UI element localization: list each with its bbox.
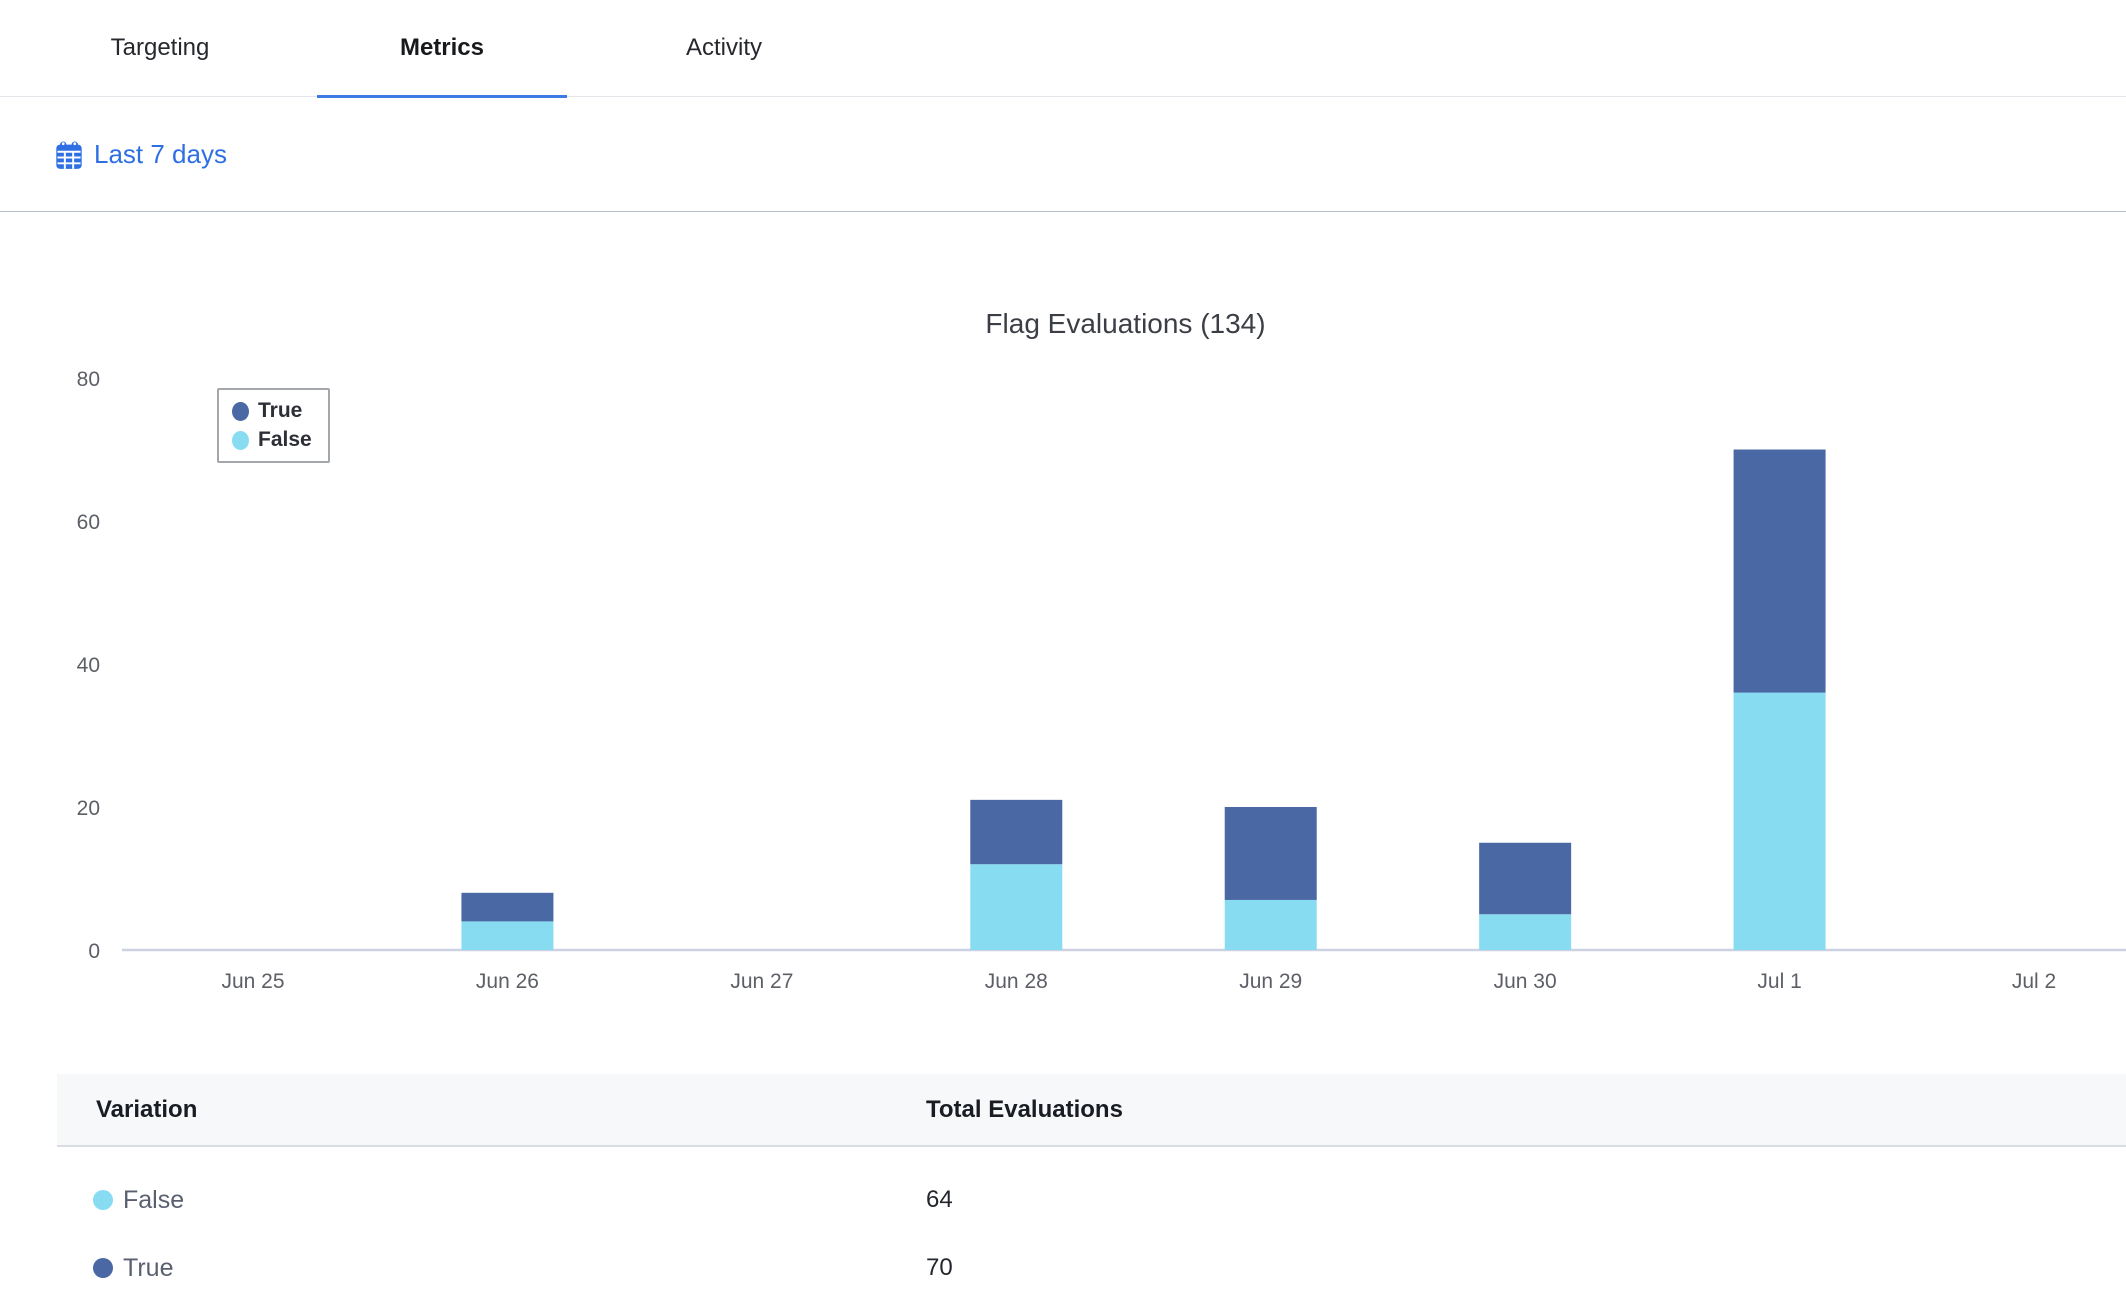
y-axis-tick-label: 60 (77, 511, 100, 534)
tab-bar: Targeting Metrics Activity (0, 0, 2126, 98)
bar-segment-true (461, 892, 554, 922)
bar-segment-true (1479, 842, 1572, 915)
x-axis-tick-label: Jun 30 (1494, 970, 1557, 993)
x-axis-tick-label: Jul 1 (1757, 970, 1801, 993)
x-axis-tick-label: Jun 26 (476, 970, 539, 993)
chart-title: Flag Evaluations (134) (985, 308, 1266, 339)
x-axis-tick-label: Jun 28 (985, 970, 1048, 993)
tab-targeting[interactable]: Targeting (110, 34, 210, 61)
y-axis-tick-label: 80 (77, 368, 100, 391)
variation-false-swatch (93, 1190, 113, 1210)
legend-true-swatch (232, 401, 249, 421)
y-axis-tick-label: 0 (88, 940, 100, 963)
legend-false-swatch (232, 430, 249, 450)
legend-false-label: False (258, 428, 312, 451)
y-axis-tick-label: 20 (77, 797, 100, 820)
bar-segment-true (1224, 807, 1317, 900)
filter-bar: Last 7 days (0, 98, 2126, 212)
variation-false-total: 64 (926, 1186, 953, 1213)
legend-item-false: False (232, 428, 312, 452)
tab-activity[interactable]: Activity (685, 34, 762, 61)
x-axis-tick-label: Jun 27 (730, 970, 793, 993)
column-header-total-evaluations: Total Evaluations (926, 1095, 1123, 1123)
tab-metrics[interactable]: Metrics (317, 0, 567, 98)
calendar-icon (56, 141, 82, 169)
legend-item-true: True (232, 399, 312, 423)
bar-segment-false (970, 864, 1063, 950)
bar-segment-false (461, 921, 554, 950)
table-row: False 64 (57, 1177, 2126, 1223)
table-row: True 70 (57, 1245, 2126, 1291)
x-axis-tick-label: Jun 25 (221, 970, 284, 993)
date-range-label: Last 7 days (94, 139, 227, 169)
variation-false-label: False (123, 1185, 185, 1214)
bar-segment-true (1733, 449, 1826, 693)
bar-segment-false (1224, 899, 1317, 950)
date-range-button[interactable]: Last 7 days (55, 139, 227, 170)
variation-true-total: 70 (926, 1254, 953, 1281)
bar-segment-true (970, 799, 1063, 865)
x-axis-tick-label: Jun 29 (1239, 970, 1302, 993)
variation-true-label: True (123, 1253, 174, 1282)
chart-legend: True False (217, 388, 330, 463)
legend-true-label: True (258, 399, 303, 422)
table-header: Variation Total Evaluations (57, 1074, 2126, 1147)
y-axis-tick-label: 40 (77, 654, 100, 677)
variation-true-swatch (93, 1258, 113, 1278)
x-axis-tick-label: Jul 2 (2012, 970, 2056, 993)
flag-evaluations-chart: 0 20 40 60 80 Jun 25 Jun 26 Jun 27 Jun 28 Jun 29 J… (77, 368, 2126, 993)
bar-segment-false (1479, 914, 1572, 950)
column-header-variation: Variation (96, 1095, 198, 1123)
bar-segment-false (1733, 692, 1826, 950)
